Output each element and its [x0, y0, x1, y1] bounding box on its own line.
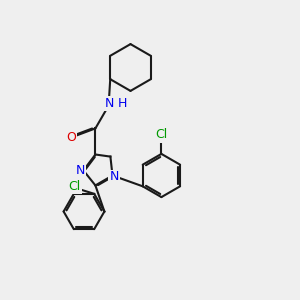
Text: O: O — [66, 131, 76, 144]
Text: N: N — [104, 97, 114, 110]
Text: Cl: Cl — [155, 128, 167, 142]
Text: H: H — [118, 97, 128, 110]
Text: N: N — [109, 170, 119, 184]
Text: Cl: Cl — [68, 180, 80, 193]
Text: N: N — [76, 164, 85, 177]
